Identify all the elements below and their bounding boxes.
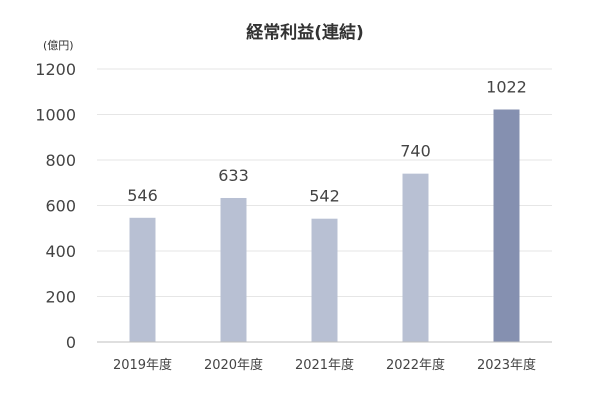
chart-title: 経常利益(連結): [246, 22, 364, 43]
bar-2023年度: [493, 109, 520, 343]
bar-2020年度: [220, 197, 247, 342]
x-tick-label: 2019年度: [113, 357, 172, 373]
data-label: 542: [309, 187, 340, 206]
bar-2022年度: [402, 173, 429, 342]
x-tick-label: 2021年度: [295, 357, 354, 373]
data-label: 1022: [486, 77, 527, 96]
bars: [129, 109, 520, 343]
y-tick-label: 1000: [35, 106, 76, 125]
y-tick-label: 400: [45, 242, 76, 261]
gridlines: [97, 68, 552, 297]
bar-2019年度: [129, 217, 156, 342]
y-tick-label: 0: [66, 333, 76, 352]
data-label: 546: [127, 186, 158, 205]
data-label: 740: [400, 142, 431, 161]
x-tick-label: 2022年度: [386, 357, 445, 373]
bar-2021年度: [311, 218, 338, 342]
x-tick-label: 2023年度: [477, 357, 536, 373]
y-axis-ticks: 0 200 400 600 800 1000 1200: [35, 60, 76, 352]
data-label: 633: [218, 166, 249, 185]
y-tick-label: 200: [45, 288, 76, 307]
x-axis-ticks: 2019年度 2020年度 2021年度 2022年度 2023年度: [113, 357, 536, 373]
data-labels: 546 633 542 740 1022: [127, 77, 527, 205]
y-tick-label: 1200: [35, 60, 76, 79]
y-axis-unit-label: (億円): [43, 39, 74, 52]
x-tick-label: 2020年度: [204, 357, 263, 373]
y-tick-label: 800: [45, 151, 76, 170]
y-tick-label: 600: [45, 197, 76, 216]
